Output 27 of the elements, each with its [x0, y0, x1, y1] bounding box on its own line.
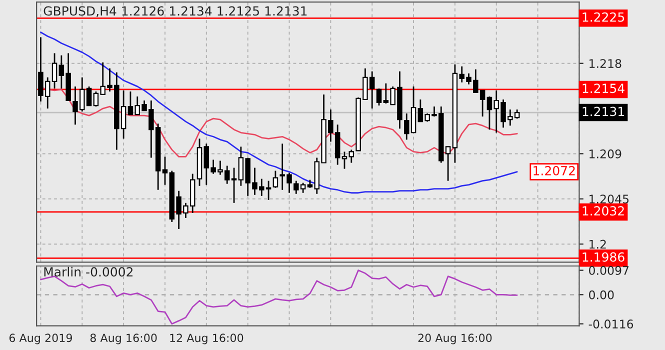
- x-tick-label: 20 Aug 16:00: [418, 334, 492, 344]
- chart-title: GBPUSD,H4 1.2126 1.2134 1.2125 1.2131: [44, 6, 307, 17]
- candlestick: [162, 156, 168, 186]
- candlestick: [342, 151, 348, 170]
- candlestick: [52, 52, 58, 90]
- x-tick-label: 8 Aug 16:00: [90, 334, 157, 344]
- x-tick-label: 6 Aug 2019: [9, 334, 72, 344]
- candlestick: [404, 112, 410, 140]
- text: 1.2072: [534, 166, 575, 176]
- y-tick-label: 1.2045: [590, 194, 629, 204]
- ref-line-label: 1.2225: [582, 12, 624, 22]
- ref-line-label: 1.2032: [582, 206, 624, 216]
- y-tick-label: 1.209: [590, 149, 622, 158]
- y-tick-label: 0.0097: [589, 266, 629, 275]
- ref-line-label: 1.1986: [582, 252, 624, 262]
- ref-line-label: 1.2131: [582, 106, 624, 116]
- line-series: [40, 32, 518, 194]
- candlestick: [376, 88, 382, 106]
- y-tick-label: -0.0116: [588, 320, 634, 328]
- chart-title: Marlin -0.0002: [44, 266, 133, 277]
- y-tick-label: 1.218: [590, 59, 622, 68]
- y-tick-label: 0.00: [589, 290, 614, 300]
- x-tick-label: 12 Aug 16:00: [170, 334, 244, 344]
- candlestick: [231, 167, 237, 204]
- ref-line-label: 1.2154: [582, 84, 624, 94]
- y-tick-label: 1.2: [590, 240, 606, 249]
- candlestick: [272, 170, 278, 189]
